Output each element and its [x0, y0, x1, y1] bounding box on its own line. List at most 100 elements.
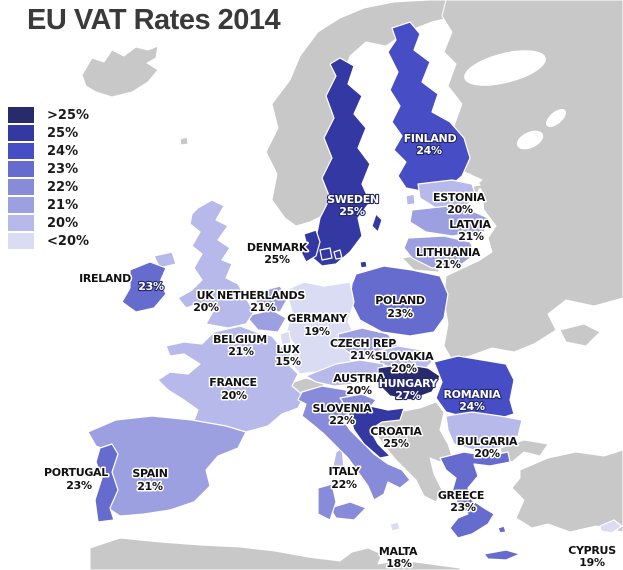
legend-label: 22%	[47, 179, 79, 195]
country-shape-estonia	[417, 179, 477, 209]
country-rate-romania: 24%	[459, 400, 485, 413]
country-shape-croatia	[347, 405, 405, 459]
country-name-italy: ITALY	[328, 465, 360, 478]
legend-swatch	[8, 125, 34, 141]
country-shape-netherlands	[255, 285, 289, 313]
country-rate-greece: 23%	[450, 501, 476, 514]
legend-item: <20%	[8, 232, 89, 250]
country-name-greece: GREECE	[438, 489, 484, 502]
legend-swatch	[8, 233, 34, 249]
landmass-north-africa	[89, 537, 461, 570]
country-name-denmark: DENMARK	[247, 241, 308, 254]
country-name-germany: GERMANY	[287, 312, 348, 325]
island-funen	[333, 249, 343, 260]
country-shape-portugal	[94, 443, 119, 523]
country-name-slovakia: SLOVAKIA	[375, 350, 434, 363]
country-rate-czech_republic: 21%	[350, 349, 376, 362]
legend-swatch	[8, 215, 34, 231]
country-rate-ireland: 23%	[138, 280, 164, 293]
island-saaremaa	[405, 193, 416, 206]
legend-label: >25%	[47, 107, 90, 123]
country-name-slovenia: SLOVENIA	[312, 402, 372, 415]
country-shape-lithuania	[403, 235, 477, 269]
lake-ladoga	[516, 130, 544, 150]
country-shape-cyprus	[599, 519, 623, 534]
country-rate-malta: 18%	[386, 557, 412, 570]
country-name-austria: AUSTRIA	[333, 372, 385, 385]
legend: >25% 25% 24% 23% 22% 21% 20% <20%	[8, 106, 89, 250]
country-name-finland: FINLAND	[404, 132, 457, 145]
country-name-sweden: SWEDEN	[327, 193, 379, 206]
country-name-estonia: ESTONIA	[433, 191, 486, 204]
legend-item: 21%	[8, 196, 89, 214]
island-gotland	[371, 213, 383, 233]
country-rate-sweden: 25%	[339, 205, 365, 218]
country-labels: SWEDEN25%FINLAND24%DENMARK25%ESTONIA20%L…	[43, 131, 618, 570]
legend-swatch	[8, 197, 34, 213]
country-name-ireland: IRELAND	[79, 272, 131, 285]
page-title: EU VAT Rates 2014	[27, 4, 281, 36]
country-name-belgium: BELGIUM	[213, 333, 267, 346]
country-rate-portugal: 23%	[66, 479, 92, 492]
landmass-iceland	[81, 45, 159, 98]
country-name-france: FRANCE	[209, 376, 257, 389]
country-rate-croatia: 25%	[383, 437, 409, 450]
eu-countries	[87, 21, 623, 561]
legend-label: 23%	[47, 161, 79, 177]
legend-swatch	[8, 143, 34, 159]
country-rate-luxembourg: 15%	[275, 355, 301, 368]
country-name-bulgaria: BULGARIA	[457, 435, 518, 448]
country-rate-netherlands: 21%	[250, 301, 276, 314]
legend-swatch	[8, 179, 34, 195]
legend-item: 25%	[8, 124, 89, 142]
legend-item: 20%	[8, 214, 89, 232]
country-rate-lithuania: 21%	[435, 258, 461, 271]
lake-onega	[546, 109, 566, 127]
country-name-malta: MALTA	[379, 545, 418, 558]
legend-label: 25%	[47, 125, 79, 141]
island-zealand	[319, 247, 333, 261]
country-rate-denmark: 25%	[264, 253, 290, 266]
island-crete	[483, 549, 521, 561]
country-name-poland: POLAND	[375, 294, 425, 307]
country-shape-greece	[439, 451, 511, 539]
white-sea	[464, 50, 546, 86]
country-rate-belgium: 21%	[228, 345, 254, 358]
country-rate-uk: 20%	[193, 301, 219, 314]
legend-swatch	[8, 161, 34, 177]
country-shape-hungary	[377, 363, 441, 401]
country-rate-spain: 21%	[137, 480, 163, 493]
country-name-luxembourg: LUX	[276, 343, 300, 356]
country-rate-slovakia: 20%	[391, 362, 417, 375]
country-shape-latvia	[409, 205, 489, 237]
country-rate-latvia: 21%	[458, 230, 484, 243]
landmass-turkey-anatolia	[511, 449, 623, 533]
region-northern-ireland	[153, 251, 177, 269]
legend-label: 20%	[47, 215, 79, 231]
legend-item: 22%	[8, 178, 89, 196]
country-rate-austria: 20%	[346, 384, 372, 397]
country-name-spain: SPAIN	[132, 467, 167, 480]
island-bornholm	[359, 260, 368, 269]
landmass-russia-east	[441, 0, 623, 361]
legend-item: 23%	[8, 160, 89, 178]
country-rate-bulgaria: 20%	[474, 447, 500, 460]
country-shape-romania	[433, 355, 515, 421]
country-rate-italy: 22%	[331, 478, 357, 491]
landmass-crimea	[559, 323, 601, 347]
landmass-faroe	[179, 136, 189, 146]
legend-label: 24%	[47, 143, 79, 159]
legend-item: >25%	[8, 106, 89, 124]
country-name-latvia: LATVIA	[449, 218, 491, 231]
country-name-netherlands: NETHERLANDS	[217, 289, 305, 302]
legend-swatch	[8, 107, 34, 123]
country-rate-slovenia: 22%	[329, 414, 355, 427]
country-shape-bulgaria	[445, 411, 523, 451]
country-shape-slovenia	[339, 393, 377, 411]
country-shape-sweden	[307, 57, 371, 267]
country-rate-hungary: 27%	[395, 389, 421, 402]
legend-item: 24%	[8, 142, 89, 160]
legend-label: <20%	[47, 233, 90, 249]
